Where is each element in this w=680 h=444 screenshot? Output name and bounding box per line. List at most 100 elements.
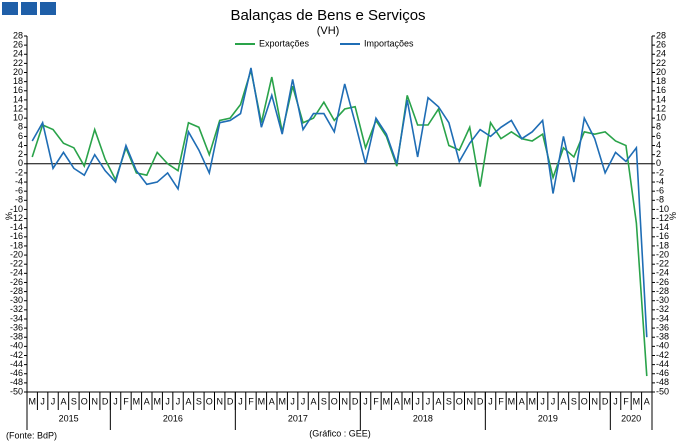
x-tick-label: M — [133, 396, 141, 406]
x-tick-label: N — [91, 396, 98, 406]
x-tick-label: J — [165, 396, 170, 406]
y-tick-label: 6 — [18, 131, 23, 141]
x-tick-label: M — [633, 396, 641, 406]
credit-note: (Gráfico : GEE) — [309, 428, 371, 438]
x-tick-label: A — [644, 396, 650, 406]
y2-tick-label: -28 — [656, 286, 669, 296]
y-tick-label: -16 — [10, 231, 23, 241]
year-label: 2018 — [413, 413, 433, 423]
y2-tick-label: -32 — [656, 304, 669, 314]
x-tick-label: N — [591, 396, 598, 406]
y2-tick-label: -10 — [656, 204, 669, 214]
y-tick-label: -14 — [10, 222, 23, 232]
y2-tick-label: -44 — [656, 359, 669, 369]
x-tick-label: A — [144, 396, 150, 406]
y-tick-label: -20 — [10, 249, 23, 259]
x-tick-label: F — [623, 396, 629, 406]
x-tick-label: A — [394, 396, 400, 406]
x-tick-label: M — [153, 396, 161, 406]
y-tick-label: 8 — [18, 122, 23, 132]
y2-tick-label: -26 — [656, 277, 669, 287]
y-tick-label: -42 — [10, 350, 23, 360]
y2-axis-label: % — [668, 212, 678, 220]
y-tick-label: 22 — [13, 58, 23, 68]
x-tick-label: D — [602, 396, 609, 406]
year-label: 2017 — [288, 413, 308, 423]
x-tick-label: F — [373, 396, 379, 406]
x-tick-label: A — [560, 396, 566, 406]
y-tick-label: 10 — [13, 113, 23, 123]
x-tick-label: O — [456, 396, 463, 406]
x-tick-label: J — [426, 396, 431, 406]
x-tick-label: D — [352, 396, 359, 406]
y2-tick-label: 28 — [656, 30, 666, 40]
chart-title: Balanças de Bens e Serviços — [230, 7, 425, 24]
y-tick-label: 0 — [18, 158, 23, 168]
logo-square — [40, 2, 56, 15]
y-tick-label: -38 — [10, 332, 23, 342]
y2-tick-label: 6 — [656, 131, 661, 141]
x-tick-label: A — [310, 396, 316, 406]
y2-tick-label: 0 — [656, 158, 661, 168]
x-tick-label: J — [238, 396, 243, 406]
y2-tick-label: -24 — [656, 268, 669, 278]
y-tick-label: 20 — [13, 67, 23, 77]
y2-tick-label: -2 — [656, 167, 664, 177]
y2-tick-label: 4 — [656, 140, 661, 150]
x-tick-label: M — [258, 396, 266, 406]
year-label: 2019 — [538, 413, 558, 423]
y-axis-label: % — [4, 212, 14, 220]
x-tick-label: M — [528, 396, 536, 406]
y-tick-label: -44 — [10, 359, 23, 369]
x-tick-label: O — [581, 396, 588, 406]
x-tick-label: M — [383, 396, 391, 406]
x-tick-label: S — [321, 396, 327, 406]
y2-tick-label: -36 — [656, 322, 669, 332]
y-tick-label: 4 — [18, 140, 23, 150]
x-tick-label: D — [102, 396, 109, 406]
y-tick-label: -24 — [10, 268, 23, 278]
y2-tick-label: -12 — [656, 213, 669, 223]
y-tick-label: -18 — [10, 240, 23, 250]
x-tick-label: S — [446, 396, 452, 406]
x-tick-label: F — [248, 396, 254, 406]
y-tick-label: -36 — [10, 322, 23, 332]
y-tick-label: 24 — [13, 49, 23, 59]
y2-tick-label: 18 — [656, 76, 666, 86]
x-tick-label: J — [176, 396, 181, 406]
x-tick-label: O — [331, 396, 338, 406]
logo-square — [2, 2, 18, 15]
x-tick-label: S — [196, 396, 202, 406]
x-tick-label: J — [551, 396, 556, 406]
y-tick-label: -6 — [15, 186, 23, 196]
x-tick-label: J — [113, 396, 118, 406]
y-tick-label: -10 — [10, 204, 23, 214]
y2-tick-label: -46 — [656, 368, 669, 378]
x-tick-label: N — [216, 396, 223, 406]
y-tick-label: 12 — [13, 103, 23, 113]
x-tick-label: N — [341, 396, 348, 406]
y-tick-label: -30 — [10, 295, 23, 305]
x-tick-label: J — [290, 396, 295, 406]
x-tick-label: J — [540, 396, 545, 406]
chart-subtitle: (VH) — [317, 25, 340, 37]
y2-tick-label: 8 — [656, 122, 661, 132]
x-tick-label: J — [40, 396, 45, 406]
x-tick-label: J — [415, 396, 420, 406]
x-tick-label: D — [227, 396, 234, 406]
legend-label: Importações — [364, 38, 414, 48]
x-tick-label: M — [278, 396, 286, 406]
x-tick-label: J — [613, 396, 618, 406]
y2-tick-label: -20 — [656, 249, 669, 259]
x-tick-label: J — [301, 396, 306, 406]
logo-square — [21, 2, 37, 15]
legend-label: Exportações — [259, 38, 310, 48]
x-tick-label: A — [435, 396, 441, 406]
year-label: 2016 — [163, 413, 183, 423]
x-tick-label: O — [81, 396, 88, 406]
y2-tick-label: -50 — [656, 386, 669, 396]
y2-tick-label: 14 — [656, 94, 666, 104]
x-tick-label: F — [123, 396, 129, 406]
